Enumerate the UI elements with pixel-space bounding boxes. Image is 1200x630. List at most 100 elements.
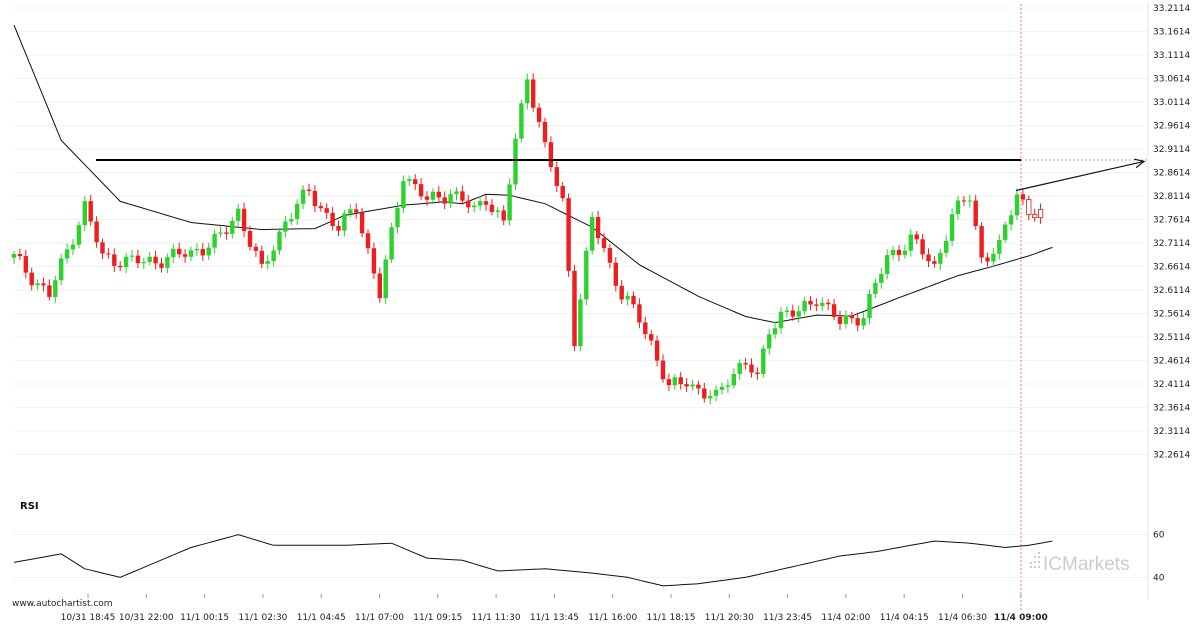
price-axis: 33.2114 33.1614 33.1114 33.0614 33.0114 32.96… (1147, 2, 1190, 600)
forecast-arrow (1015, 158, 1146, 192)
candle-body (1020, 194, 1026, 200)
candle-body (295, 203, 300, 220)
candle-body (920, 239, 925, 255)
candle-body (690, 384, 695, 387)
candle-body (88, 201, 93, 222)
candle-body (230, 220, 235, 234)
candle-body (944, 240, 949, 253)
candle-body (601, 238, 607, 249)
time-tick-label: 11/1 13:45 (530, 613, 579, 623)
candle-body (171, 248, 176, 258)
candle-body (802, 300, 807, 312)
candle-body (17, 253, 23, 257)
candle-body (531, 79, 536, 108)
brand-watermark: ICMarkets (1030, 552, 1130, 575)
candle-body (696, 384, 701, 389)
candle-body (418, 184, 424, 197)
candle-body (595, 217, 601, 239)
candle-body (94, 221, 99, 243)
price-tick-label: 32.4614 (1153, 357, 1190, 367)
candle-body (961, 200, 967, 202)
candle-body (867, 293, 872, 319)
candle-body (719, 386, 725, 390)
candles (11, 73, 1044, 405)
candle-body (383, 259, 388, 299)
moving-average-line (13, 24, 1053, 324)
candle-body (578, 299, 583, 346)
candle-body (926, 254, 931, 262)
candle-body (554, 167, 559, 187)
candle-body (112, 254, 117, 266)
candle-body (625, 295, 630, 300)
candle-body (938, 252, 943, 264)
candle-body (649, 334, 654, 341)
price-tick-label: 32.6614 (1153, 263, 1190, 273)
candle-body (879, 273, 884, 283)
candle-body (289, 219, 294, 222)
candle-body (442, 197, 447, 204)
candle-body (684, 384, 689, 387)
price-tick-label: 33.0614 (1153, 75, 1190, 85)
candle-body (41, 283, 46, 286)
time-tick-label: 11/1 11:30 (472, 613, 521, 623)
candle-body (885, 255, 890, 274)
candle-body (141, 261, 146, 264)
candle-body (224, 232, 229, 234)
candle-body (873, 282, 878, 294)
candle-body (932, 261, 937, 264)
candle-body (247, 231, 253, 247)
price-tick-label: 32.9614 (1153, 122, 1190, 132)
candle-body (407, 179, 412, 182)
price-tick-label: 32.7114 (1153, 239, 1190, 249)
time-tick-label: 11/1 18:15 (646, 613, 695, 623)
candle-body (991, 253, 996, 262)
candle-body (548, 142, 554, 168)
candle-body (979, 226, 984, 258)
candle-body (861, 318, 866, 326)
candle-body (755, 372, 760, 374)
candle-body (654, 340, 660, 361)
candle-body (348, 209, 353, 214)
candle-body (354, 209, 359, 213)
candle-body (206, 247, 211, 256)
price-tick-label: 32.9114 (1153, 145, 1190, 155)
footer-url: www.autochartist.com (12, 599, 113, 609)
candle-body (59, 258, 64, 281)
candle-body (312, 190, 318, 207)
candle-body (613, 262, 618, 286)
candle-body (483, 201, 489, 205)
candle-body (507, 184, 512, 221)
candle-body (826, 302, 831, 305)
price-tick-label: 32.7614 (1153, 216, 1190, 226)
candle-body (300, 189, 306, 204)
candle-body (525, 79, 530, 104)
candle-body (47, 285, 52, 297)
candle-body (106, 253, 111, 255)
candle-body (749, 364, 754, 373)
candle-body (100, 242, 105, 254)
forecast-arrow-line (1015, 160, 1145, 192)
candle-body (342, 213, 347, 231)
candle-body (619, 285, 624, 300)
candle-body (831, 304, 837, 317)
candle-body (330, 212, 335, 227)
candle-body (607, 248, 613, 263)
candle-body (11, 253, 17, 258)
candle-body (643, 322, 648, 335)
candle-body (448, 194, 453, 204)
candle-body (413, 179, 418, 185)
candle-body (560, 186, 565, 199)
price-tick-label: 32.8614 (1153, 169, 1190, 179)
price-tick-label: 32.3114 (1153, 427, 1190, 437)
candle-body (678, 377, 683, 385)
candle-body (849, 315, 854, 319)
candle-body (1003, 224, 1008, 240)
candle-body (566, 198, 571, 271)
candle-body (454, 191, 459, 195)
candle-body (1008, 215, 1014, 225)
candle-body (389, 227, 394, 260)
candle-body (271, 250, 276, 262)
candle-body (70, 244, 76, 250)
candle-body (725, 385, 731, 387)
candle-body (501, 210, 506, 221)
